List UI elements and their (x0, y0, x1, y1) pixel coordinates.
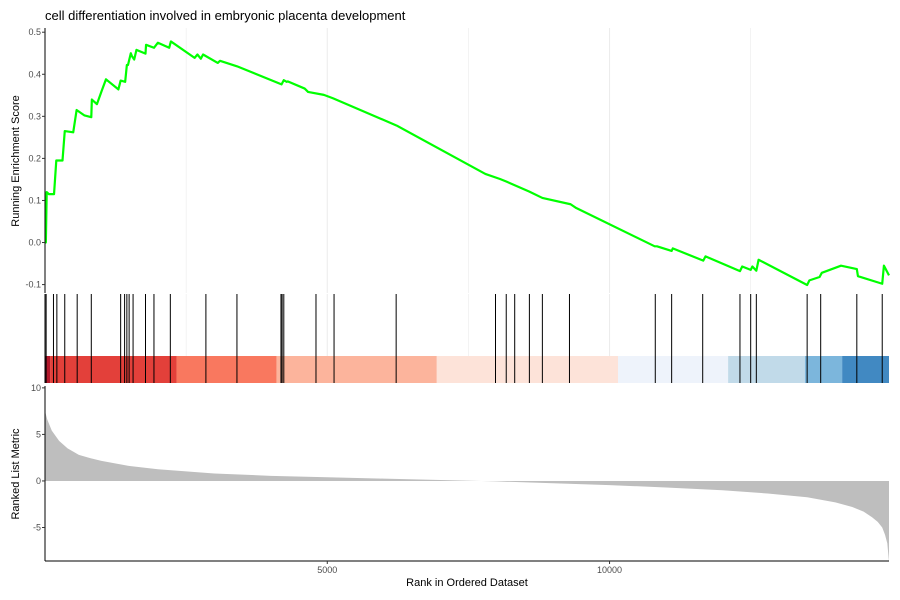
chart-title: cell differentiation involved in embryon… (45, 8, 406, 23)
es-y-tick-label: 0.5 (28, 27, 41, 37)
axes: -0.1 0.0 0.1 0.2 0.3 0.4 0.5 -5 0 5 10 5000 10000 (25, 27, 889, 575)
es-y-tick-label: 0.3 (28, 111, 41, 121)
es-y-tick-label: 0.2 (28, 153, 41, 163)
rank-color-band (50, 356, 177, 383)
rank-color-band (728, 356, 805, 383)
rank-color-band (842, 356, 889, 383)
grid-layer (185, 28, 751, 383)
metric-y-tick-label: 5 (36, 429, 41, 439)
rank-color-bar (45, 356, 889, 383)
enrichment-y-axis-title: Running Enrichment Score (10, 95, 22, 226)
metric-y-tick-label: 10 (31, 383, 41, 393)
metric-y-tick-label: 0 (36, 476, 41, 486)
metric-y-tick-label: -5 (33, 522, 41, 532)
enrichment-score-line (44, 40, 890, 287)
x-tick-label: 5000 (317, 565, 337, 575)
rank-color-band (276, 356, 437, 383)
x-tick-label: 10000 (597, 565, 622, 575)
rank-color-band (45, 356, 51, 383)
rank-color-band (618, 356, 729, 383)
hit-markers (45, 294, 883, 383)
rank-color-band (436, 356, 619, 383)
rank-color-band (176, 356, 277, 383)
rank-color-band (804, 356, 843, 383)
enrichment-score-series (44, 40, 890, 287)
es-y-tick-label: -0.1 (25, 280, 41, 290)
es-y-tick-label: 0.0 (28, 238, 41, 248)
es-y-tick-label: 0.1 (28, 195, 41, 205)
ranked-metric-y-axis-title: Ranked List Metric (10, 428, 22, 520)
es-y-tick-label: 0.4 (28, 69, 41, 79)
x-axis-title: Rank in Ordered Dataset (406, 577, 528, 589)
ranked-metric-fill (45, 411, 889, 562)
ranked-metric-area (45, 411, 889, 562)
